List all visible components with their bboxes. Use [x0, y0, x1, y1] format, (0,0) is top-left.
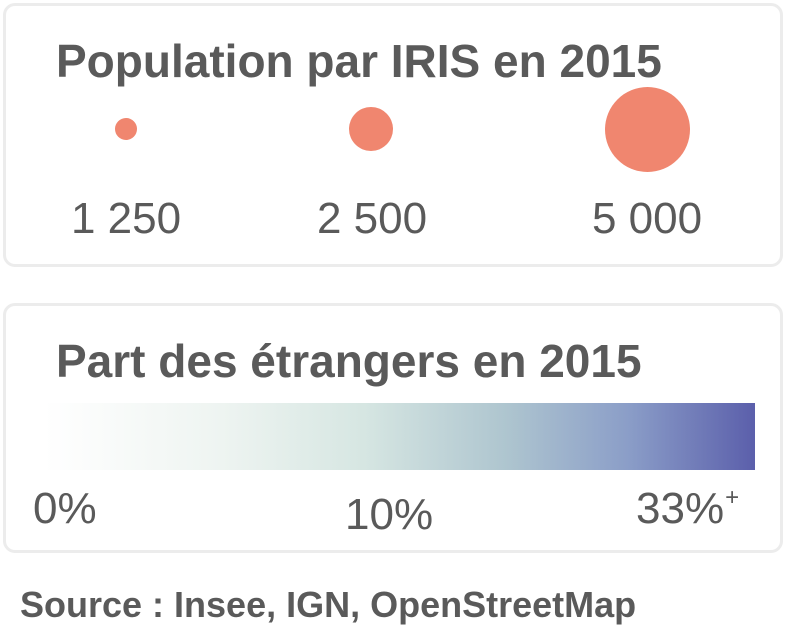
bubble-medium [349, 107, 393, 151]
bubble-label-large: 5 000 [591, 194, 703, 243]
scale-label-max: 33%+ [636, 484, 739, 534]
bubble-label-medium: 2 500 [316, 194, 428, 243]
source-note: Source : Insee, IGN, OpenStreetMap [20, 584, 637, 625]
foreigners-legend-title: Part des étrangers en 2015 [56, 335, 642, 387]
scale-label-mid: 10% [345, 490, 434, 539]
scale-label-min: 0% [33, 484, 97, 533]
scale-label-max-value: 33% [636, 484, 725, 533]
color-scale-bar [44, 403, 755, 470]
bubble-small [115, 118, 137, 140]
scale-label-max-suffix: + [725, 484, 740, 511]
bubble-label-small: 1 250 [70, 194, 182, 243]
bubble-large [605, 87, 690, 172]
population-legend-title: Population par IRIS en 2015 [56, 35, 662, 87]
